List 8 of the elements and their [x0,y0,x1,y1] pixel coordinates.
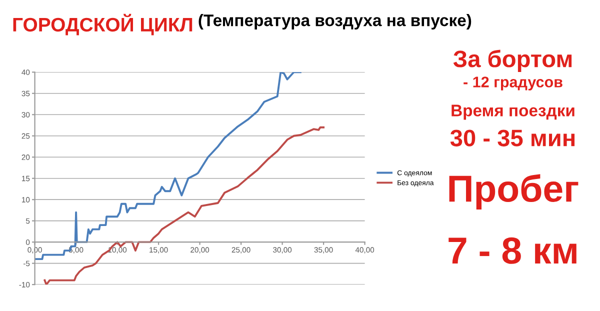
text: Время поездки [452,104,574,120]
text: Пробег [449,174,578,210]
text: 7 - 8 км [448,237,576,264]
text: - 12 градусов [464,76,562,90]
text: За бортом [453,50,572,72]
chart-title: ГОРОДСКОЙ ЦИКЛ [13,14,192,36]
chart-subtitle: (Температура воздуха на впуске) [198,14,472,30]
text: 30 - 35 мин [450,130,575,146]
